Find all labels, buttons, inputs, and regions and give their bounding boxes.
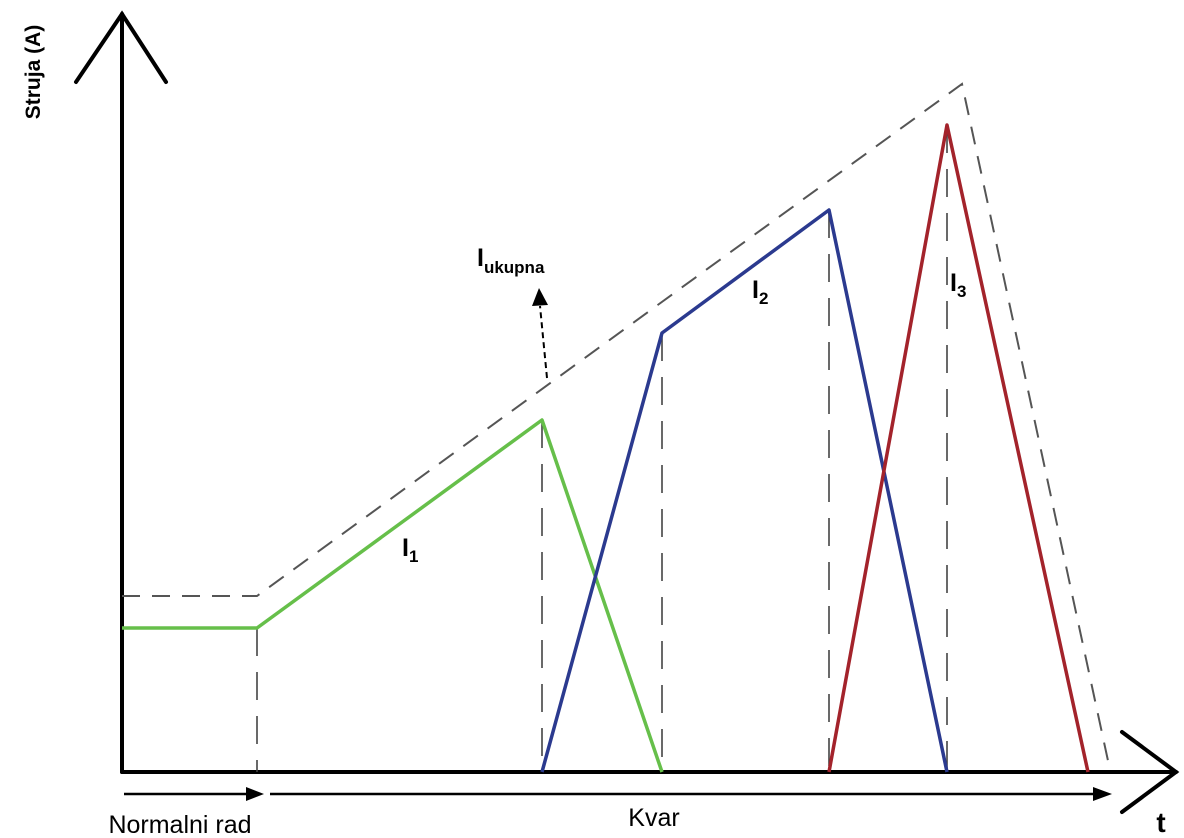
normal-operation-arrow: [124, 787, 264, 801]
i2-curve: [540, 208, 949, 773]
i3-label-main: I: [950, 269, 957, 297]
i2-label: I2: [752, 276, 768, 308]
total-label-main: I: [477, 244, 484, 272]
i3-curve: [827, 123, 1090, 773]
guide-lines: [256, 125, 948, 772]
x-axis-label: t: [1156, 807, 1165, 838]
y-axis-arrow: [74, 10, 168, 84]
i3-label: I3: [950, 269, 966, 301]
i2-label-main: I: [752, 276, 759, 304]
i1-label-sub: 1: [409, 547, 418, 566]
i1-curve: [122, 418, 664, 773]
fault-arrow: [270, 787, 1112, 801]
y-axis-label: Struja (A): [22, 25, 45, 120]
total-current-curve: [122, 82, 1111, 771]
normal-operation-label: Normalni rad: [108, 811, 251, 838]
total-current-label: Iukupna: [477, 244, 545, 277]
i3-label-sub: 3: [957, 282, 966, 301]
i2-label-sub: 2: [759, 289, 768, 308]
i1-label-main: I: [402, 534, 409, 562]
total-label-sub: ukupna: [484, 258, 545, 277]
i1-label: I1: [402, 534, 418, 566]
axes: [74, 10, 1180, 814]
total-label-arrow: [532, 288, 548, 379]
x-axis-arrow: [1120, 730, 1180, 814]
fault-label: Kvar: [628, 804, 679, 832]
